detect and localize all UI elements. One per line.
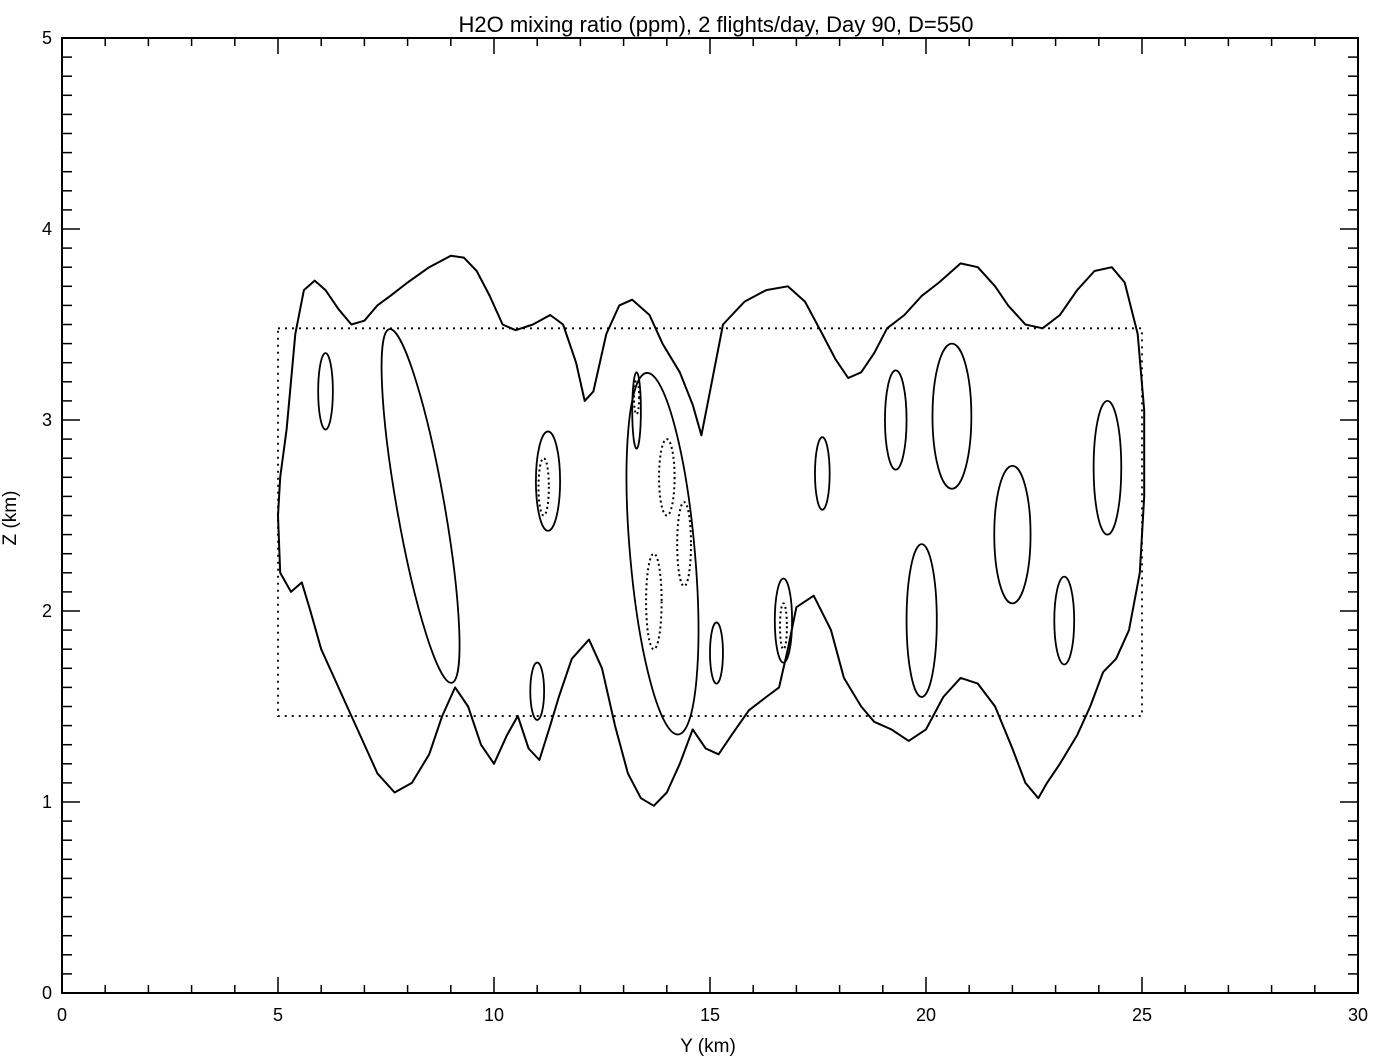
inner-contour-solid	[931, 342, 973, 490]
inner-contour-dotted	[632, 378, 641, 416]
inner-contour-dotted	[778, 602, 788, 651]
x-tick-label: 25	[1132, 1005, 1152, 1025]
inner-contour-solid	[535, 430, 561, 532]
inner-contour-dotted	[676, 501, 692, 588]
x-tick-label: 30	[1348, 1005, 1368, 1025]
inner-contour-solid	[905, 543, 938, 698]
inner-contour-solid	[631, 371, 642, 450]
y-tick-label: 5	[42, 28, 52, 48]
inner-contour-solid	[1053, 575, 1076, 666]
plot-frame	[61, 37, 1359, 994]
inner-contour-dotted	[537, 457, 550, 517]
inner-contour-solid	[380, 328, 461, 684]
inner-contour-solid	[884, 369, 908, 471]
chart-title: H2O mixing ratio (ppm), 2 flights/day, D…	[459, 12, 974, 37]
y-tick-label: 1	[42, 792, 52, 812]
inner-contour-solid	[814, 436, 831, 511]
x-tick-label: 0	[57, 1005, 67, 1025]
y-tick-label: 3	[42, 410, 52, 430]
outer-contour	[277, 254, 1146, 807]
inner-contour-solid	[1092, 399, 1123, 536]
inner-contour-solid	[317, 352, 334, 431]
axis-ticks	[61, 37, 1359, 994]
x-tick-label: 15	[700, 1005, 720, 1025]
inner-contour-dotted	[658, 438, 676, 517]
x-tick-label: 10	[484, 1005, 504, 1025]
inner-contour-solid	[529, 661, 546, 721]
x-axis-label: Y (km)	[680, 1036, 736, 1057]
inner-contour-solid	[709, 621, 724, 685]
y-tick-label: 2	[42, 601, 52, 621]
y-tick-label: 4	[42, 219, 52, 239]
x-tick-label: 20	[916, 1005, 936, 1025]
inner-contour-dotted	[645, 552, 663, 651]
inner-contour-solid	[993, 464, 1032, 605]
inner-contour-solid	[625, 372, 700, 736]
contour-marks	[277, 254, 1146, 807]
y-tick-label: 0	[42, 983, 52, 1003]
x-tick-label: 5	[273, 1005, 283, 1025]
tick-labels: 0 5 10 15 20 25 30 0 1 2 3 4 5	[42, 28, 1368, 1025]
y-axis-label: Z (km)	[0, 491, 21, 546]
inner-contour-solid	[773, 577, 793, 664]
